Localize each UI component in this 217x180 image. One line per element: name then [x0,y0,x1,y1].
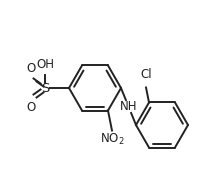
Text: O: O [26,62,36,75]
Text: OH: OH [36,58,54,71]
Text: S: S [41,82,49,94]
Text: O: O [26,101,36,114]
Text: NO$_2$: NO$_2$ [100,132,124,147]
Text: NH: NH [120,100,137,113]
Text: Cl: Cl [140,68,152,82]
